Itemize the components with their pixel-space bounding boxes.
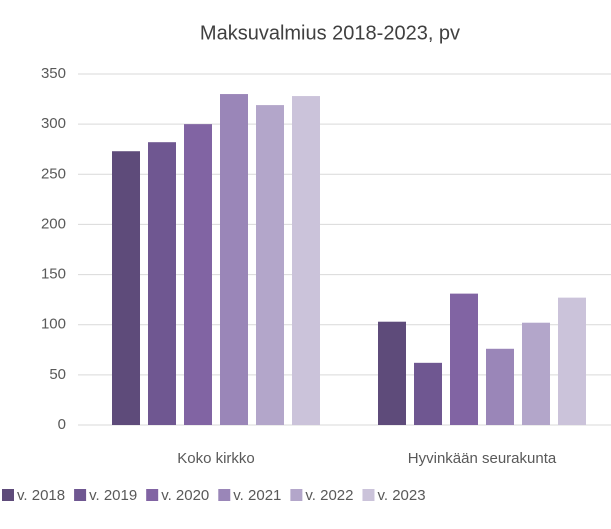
bar	[220, 94, 248, 426]
bar	[378, 321, 406, 425]
legend-label: v. 2018	[17, 487, 65, 504]
y-tick-label: 350	[41, 65, 66, 82]
bar	[256, 105, 284, 426]
bar	[148, 142, 176, 426]
bar	[292, 96, 320, 425]
y-tick-label: 0	[58, 416, 66, 433]
y-tick-label: 150	[41, 266, 66, 283]
y-tick-label: 100	[41, 316, 66, 333]
legend-swatch	[218, 489, 231, 501]
legend-swatch	[2, 489, 14, 501]
bar	[486, 348, 514, 425]
legend-swatch	[290, 489, 303, 501]
legend-label: v. 2019	[89, 487, 137, 504]
bar	[184, 124, 212, 426]
x-tick-label: Koko kirkko	[177, 450, 255, 467]
y-tick-label: 250	[41, 165, 66, 182]
bar	[414, 362, 442, 425]
legend-label: v. 2020	[161, 487, 209, 504]
legend-label: v. 2022	[305, 487, 353, 504]
bar	[112, 151, 140, 425]
y-tick-label: 200	[41, 215, 66, 232]
y-tick-label: 300	[41, 115, 66, 132]
bar	[522, 322, 550, 425]
legend-swatch	[74, 489, 87, 501]
chart-title: Maksuvalmius 2018-2023, pv	[200, 22, 460, 44]
legend-label: v. 2021	[233, 487, 281, 504]
legend-swatch	[362, 489, 375, 501]
y-tick-label: 50	[49, 366, 66, 383]
legend-swatch	[146, 489, 159, 501]
legend-label: v. 2023	[377, 487, 425, 504]
bar	[558, 297, 586, 425]
x-tick-label: Hyvinkään seurakunta	[408, 450, 557, 467]
bar	[450, 293, 478, 425]
